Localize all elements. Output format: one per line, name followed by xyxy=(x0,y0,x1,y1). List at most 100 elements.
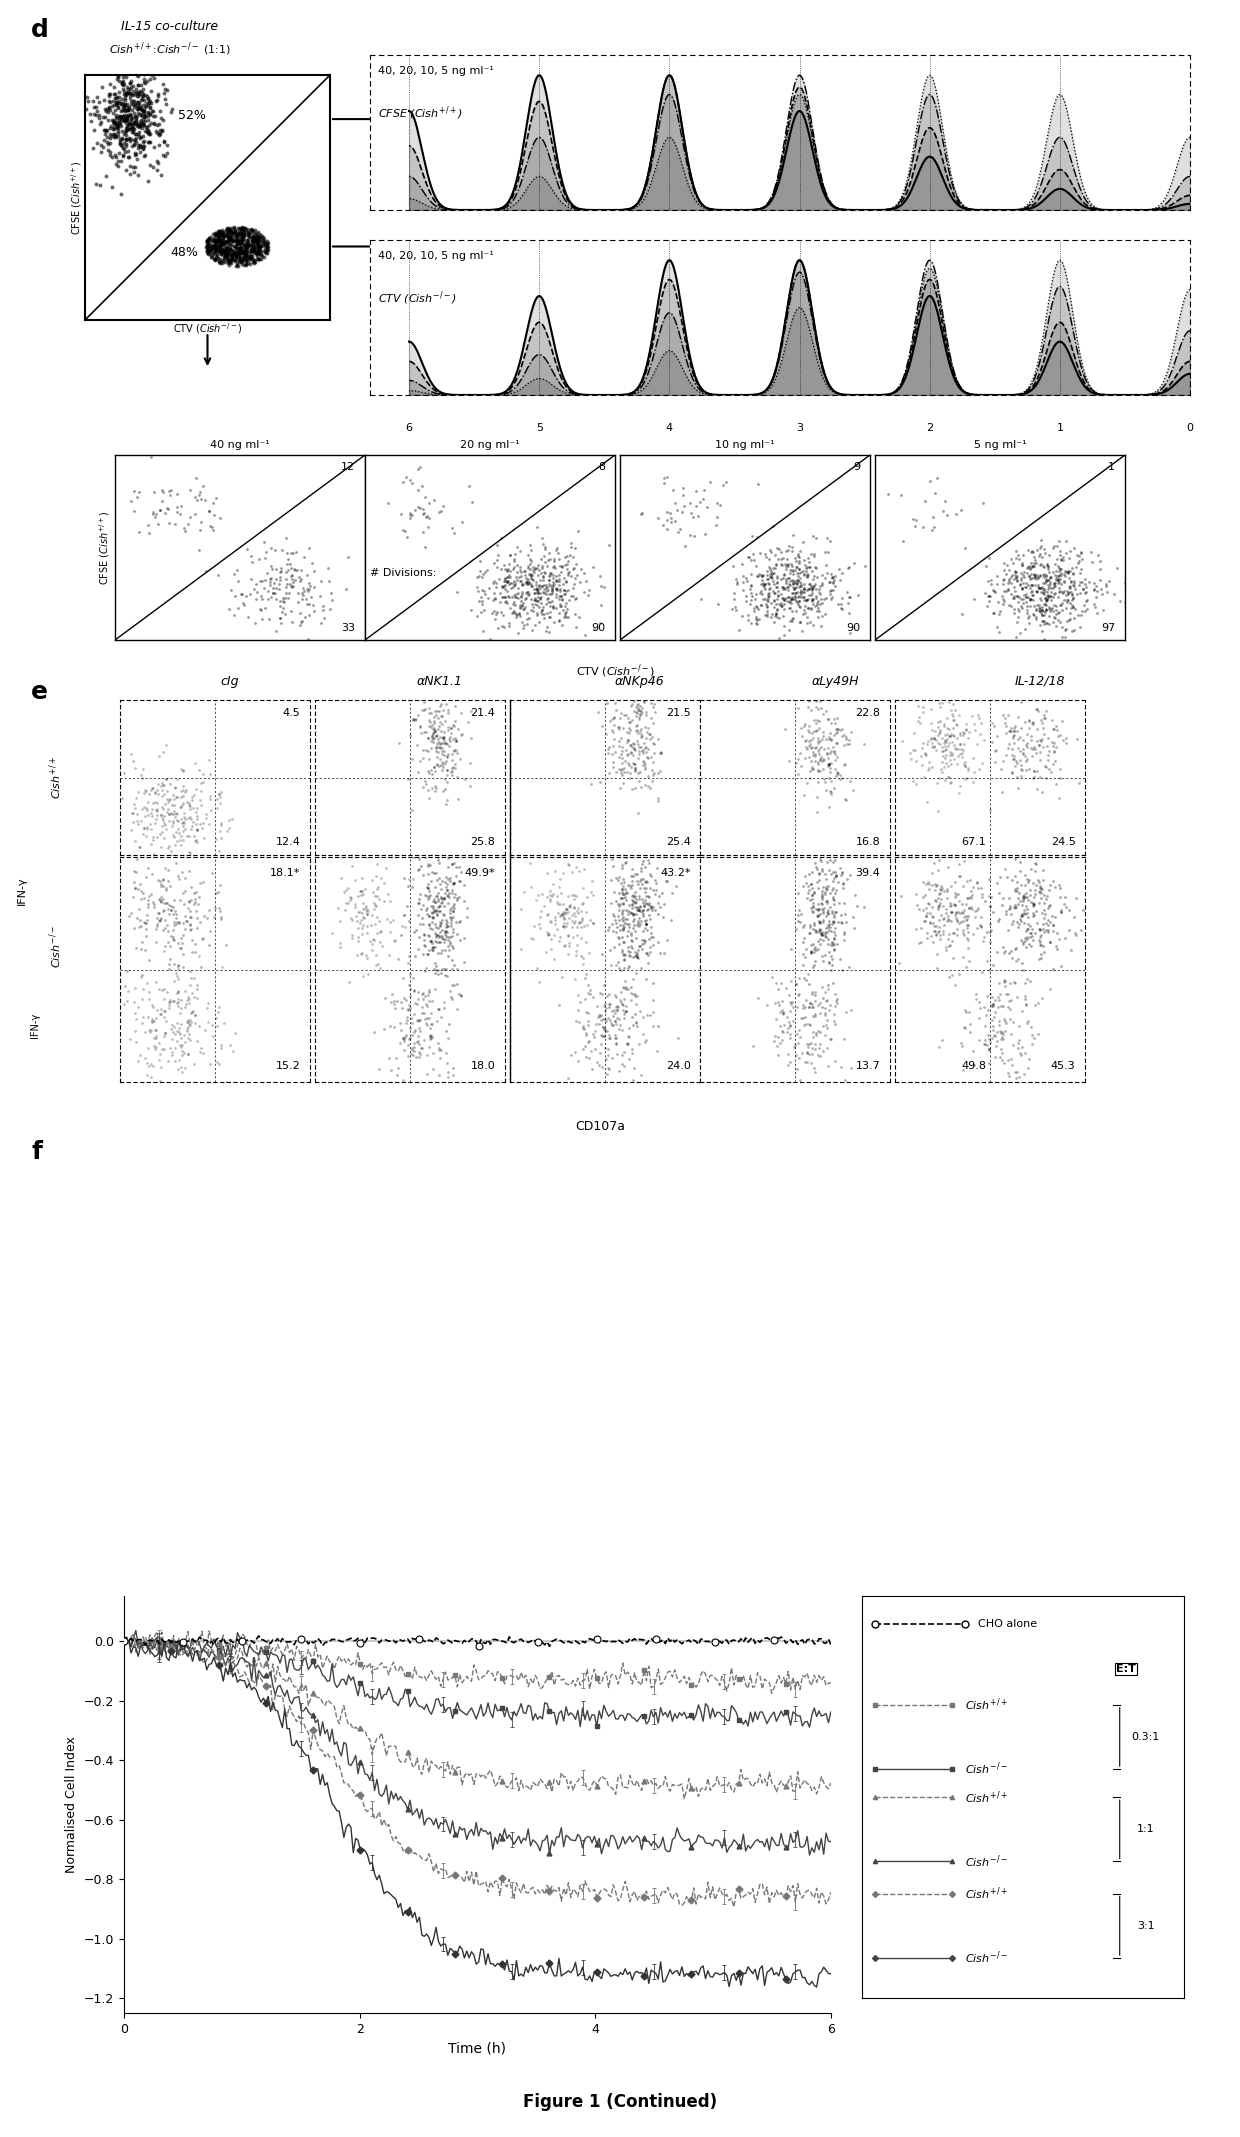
Point xyxy=(222,237,242,271)
Point xyxy=(629,1028,649,1062)
Point xyxy=(1071,598,1091,633)
Point xyxy=(99,90,119,124)
Point xyxy=(193,821,213,855)
Point xyxy=(422,983,441,1017)
Point xyxy=(467,575,487,609)
Point xyxy=(527,583,547,618)
Point xyxy=(169,859,188,893)
Point xyxy=(963,1049,983,1083)
Point xyxy=(474,558,494,592)
Point xyxy=(928,893,947,927)
Point xyxy=(768,583,787,618)
Point xyxy=(512,605,532,639)
Point xyxy=(1001,543,1021,577)
Point xyxy=(1069,568,1089,603)
Point xyxy=(154,1032,174,1066)
Point xyxy=(999,936,1019,970)
Point xyxy=(776,551,796,586)
Point xyxy=(138,810,157,844)
Point xyxy=(568,1073,588,1107)
Point xyxy=(930,921,950,955)
Point xyxy=(110,105,130,139)
Point xyxy=(977,945,997,979)
Point xyxy=(820,992,839,1026)
Point xyxy=(438,960,458,994)
Point xyxy=(439,729,459,763)
Point xyxy=(244,227,264,261)
Point xyxy=(1084,573,1104,607)
Point xyxy=(212,229,232,263)
Point xyxy=(801,731,821,765)
Point xyxy=(610,771,630,806)
Point xyxy=(1022,718,1042,752)
Point xyxy=(810,915,830,949)
Point xyxy=(1044,532,1064,566)
Text: 1: 1 xyxy=(1056,423,1064,434)
Point xyxy=(804,951,823,985)
Point xyxy=(342,919,362,953)
Point xyxy=(247,222,267,256)
Point xyxy=(384,983,404,1017)
Point xyxy=(226,214,246,248)
Point xyxy=(404,701,424,735)
Point xyxy=(980,889,999,923)
Point xyxy=(816,874,836,908)
Point xyxy=(217,814,237,848)
Point xyxy=(786,966,806,1000)
Point xyxy=(207,227,227,261)
Point xyxy=(544,549,564,583)
Point xyxy=(510,560,529,594)
Point xyxy=(613,876,632,910)
Point xyxy=(565,934,585,968)
Point xyxy=(109,75,129,109)
Point xyxy=(157,492,177,526)
Point xyxy=(432,731,451,765)
Point xyxy=(605,861,625,895)
Point xyxy=(536,568,556,603)
Point xyxy=(202,231,222,265)
Point xyxy=(112,103,131,137)
Point xyxy=(641,910,661,945)
Point xyxy=(487,543,507,577)
Point xyxy=(450,851,470,885)
Point xyxy=(433,895,453,930)
Point xyxy=(140,90,160,124)
Point xyxy=(748,981,768,1015)
Point xyxy=(644,919,663,953)
Point xyxy=(196,797,216,831)
Point xyxy=(270,600,290,635)
Point xyxy=(1070,564,1090,598)
Point xyxy=(430,720,450,754)
Point xyxy=(130,21,150,56)
Point xyxy=(255,562,275,596)
Point xyxy=(795,859,815,893)
Text: $Cish^{-/-}$: $Cish^{-/-}$ xyxy=(965,1949,1008,1966)
Point xyxy=(956,887,976,921)
Point xyxy=(198,229,218,263)
Point xyxy=(688,498,708,532)
Point xyxy=(915,737,935,771)
Point xyxy=(229,235,249,269)
Point xyxy=(1021,853,1040,887)
Point xyxy=(172,1028,192,1062)
Point xyxy=(146,912,166,947)
Point xyxy=(780,583,800,618)
Point xyxy=(813,895,833,930)
Point xyxy=(423,716,443,750)
Point xyxy=(174,786,193,821)
Point xyxy=(1016,889,1035,923)
Point xyxy=(998,1043,1018,1077)
Point xyxy=(954,727,973,761)
Point xyxy=(542,878,562,912)
Point xyxy=(795,588,815,622)
Point xyxy=(1045,609,1065,643)
Point xyxy=(216,1064,236,1098)
Point xyxy=(1017,596,1037,630)
Point xyxy=(182,780,202,814)
Point xyxy=(429,992,449,1026)
Point xyxy=(231,244,250,278)
Point xyxy=(498,558,518,592)
Text: $Cish^{+/+}$: $Cish^{+/+}$ xyxy=(47,756,64,799)
Point xyxy=(537,549,557,583)
Point xyxy=(243,229,263,263)
